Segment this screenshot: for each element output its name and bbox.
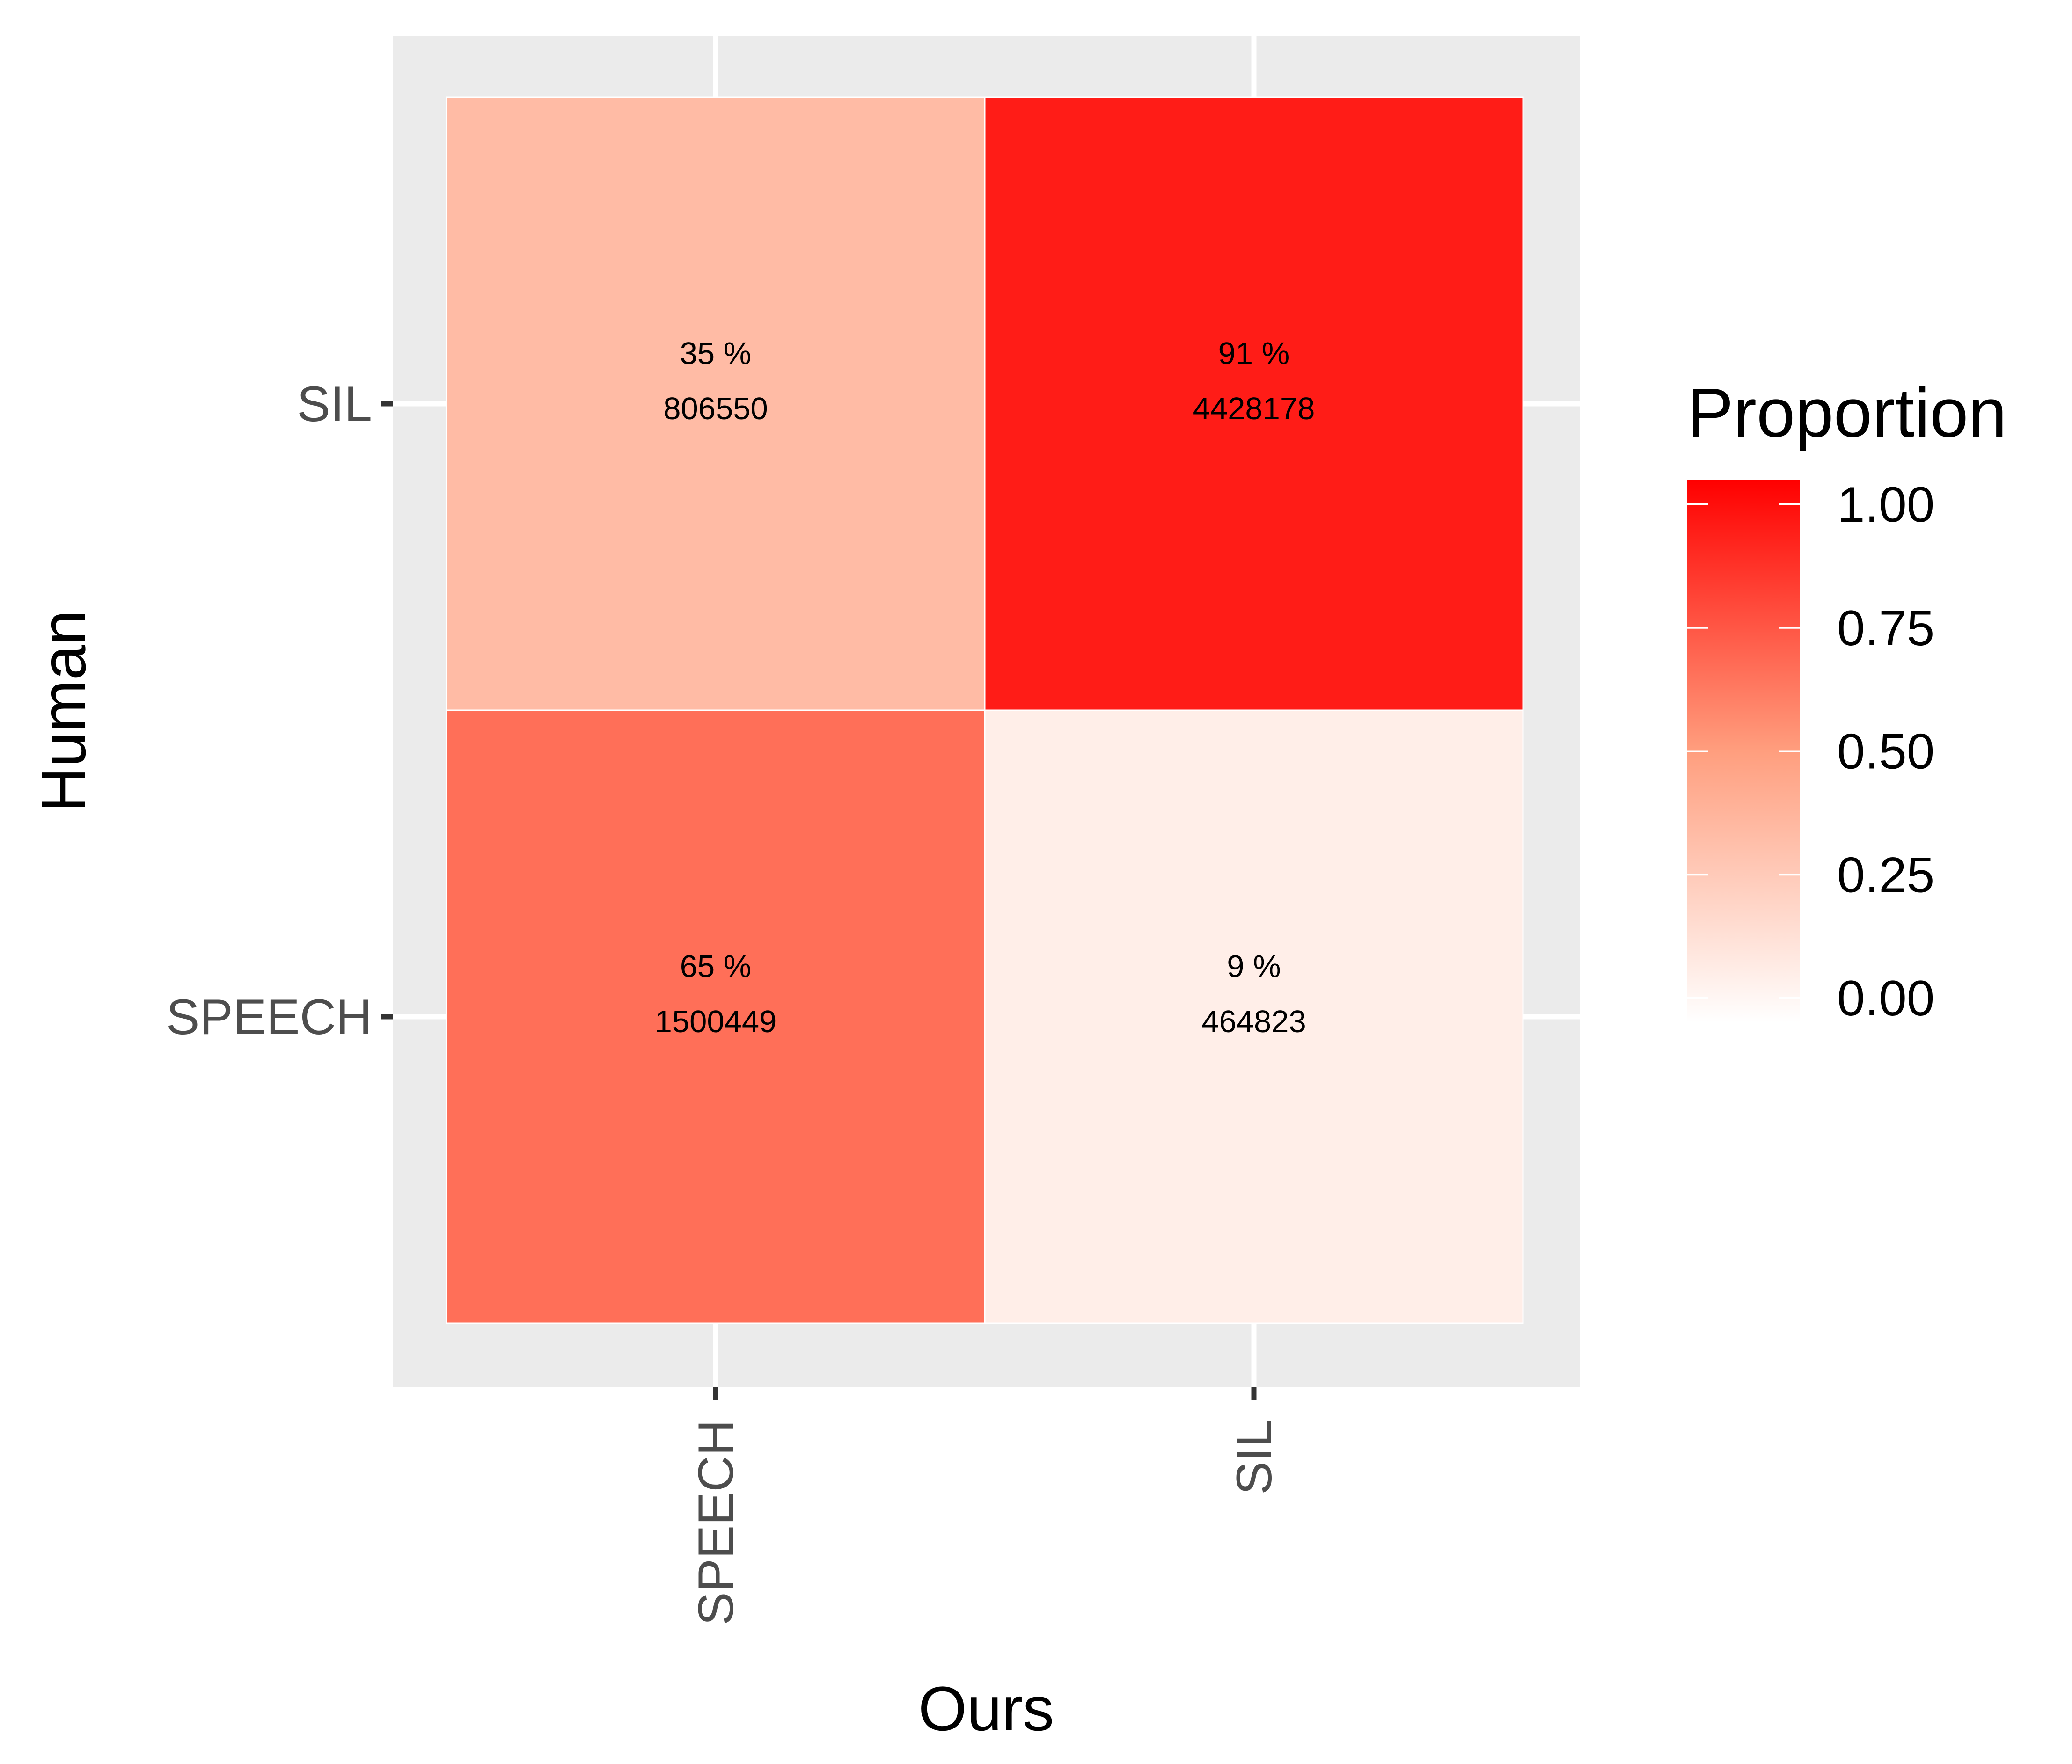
legend-ticks: 1.00 0.75 0.50 0.25 0.00 xyxy=(1687,476,1934,1026)
cell-percent-label: 65 % xyxy=(680,949,752,984)
cell-count-label: 4428178 xyxy=(1193,391,1315,426)
legend-tick-label: 0.25 xyxy=(1837,846,1934,903)
cell-percent-label: 91 % xyxy=(1218,336,1290,371)
legend-tick-label: 0.00 xyxy=(1837,970,1934,1026)
x-tick-label: SPEECH xyxy=(688,1420,744,1626)
cell-count-label: 806550 xyxy=(663,391,768,426)
legend-tick-label: 0.50 xyxy=(1837,723,1934,780)
cell-percent-label: 35 % xyxy=(680,336,752,371)
legend-tick-label: 0.75 xyxy=(1837,600,1934,656)
legend: Proportion 1.00 0.75 0.50 0.25 0.00 xyxy=(1687,374,2007,1026)
cell-percent-label: 9 % xyxy=(1227,949,1281,984)
cell-count-label: 1500449 xyxy=(655,1004,777,1039)
x-axis-title: Ours xyxy=(918,1674,1054,1744)
x-tick-label: SIL xyxy=(1226,1420,1282,1495)
heatmap-cell xyxy=(446,709,986,1324)
y-tick-label: SPEECH xyxy=(166,989,372,1045)
y-axis-title: Human xyxy=(29,610,99,812)
heatmap-cell xyxy=(984,96,1524,711)
heatmap-cell xyxy=(984,709,1524,1324)
y-axis: SIL SPEECH xyxy=(166,376,393,1045)
y-tick-label: SIL xyxy=(297,376,372,432)
cell-labels: 35 % 806550 91 % 4428178 65 % 1500449 9 % 46482… xyxy=(655,336,1315,1039)
heatmap-cells xyxy=(446,96,1524,1324)
x-axis: SPEECH SIL xyxy=(688,1387,1282,1626)
cell-count-label: 464823 xyxy=(1201,1004,1306,1039)
legend-tick-label: 1.00 xyxy=(1837,476,1934,532)
legend-title: Proportion xyxy=(1687,374,2007,452)
